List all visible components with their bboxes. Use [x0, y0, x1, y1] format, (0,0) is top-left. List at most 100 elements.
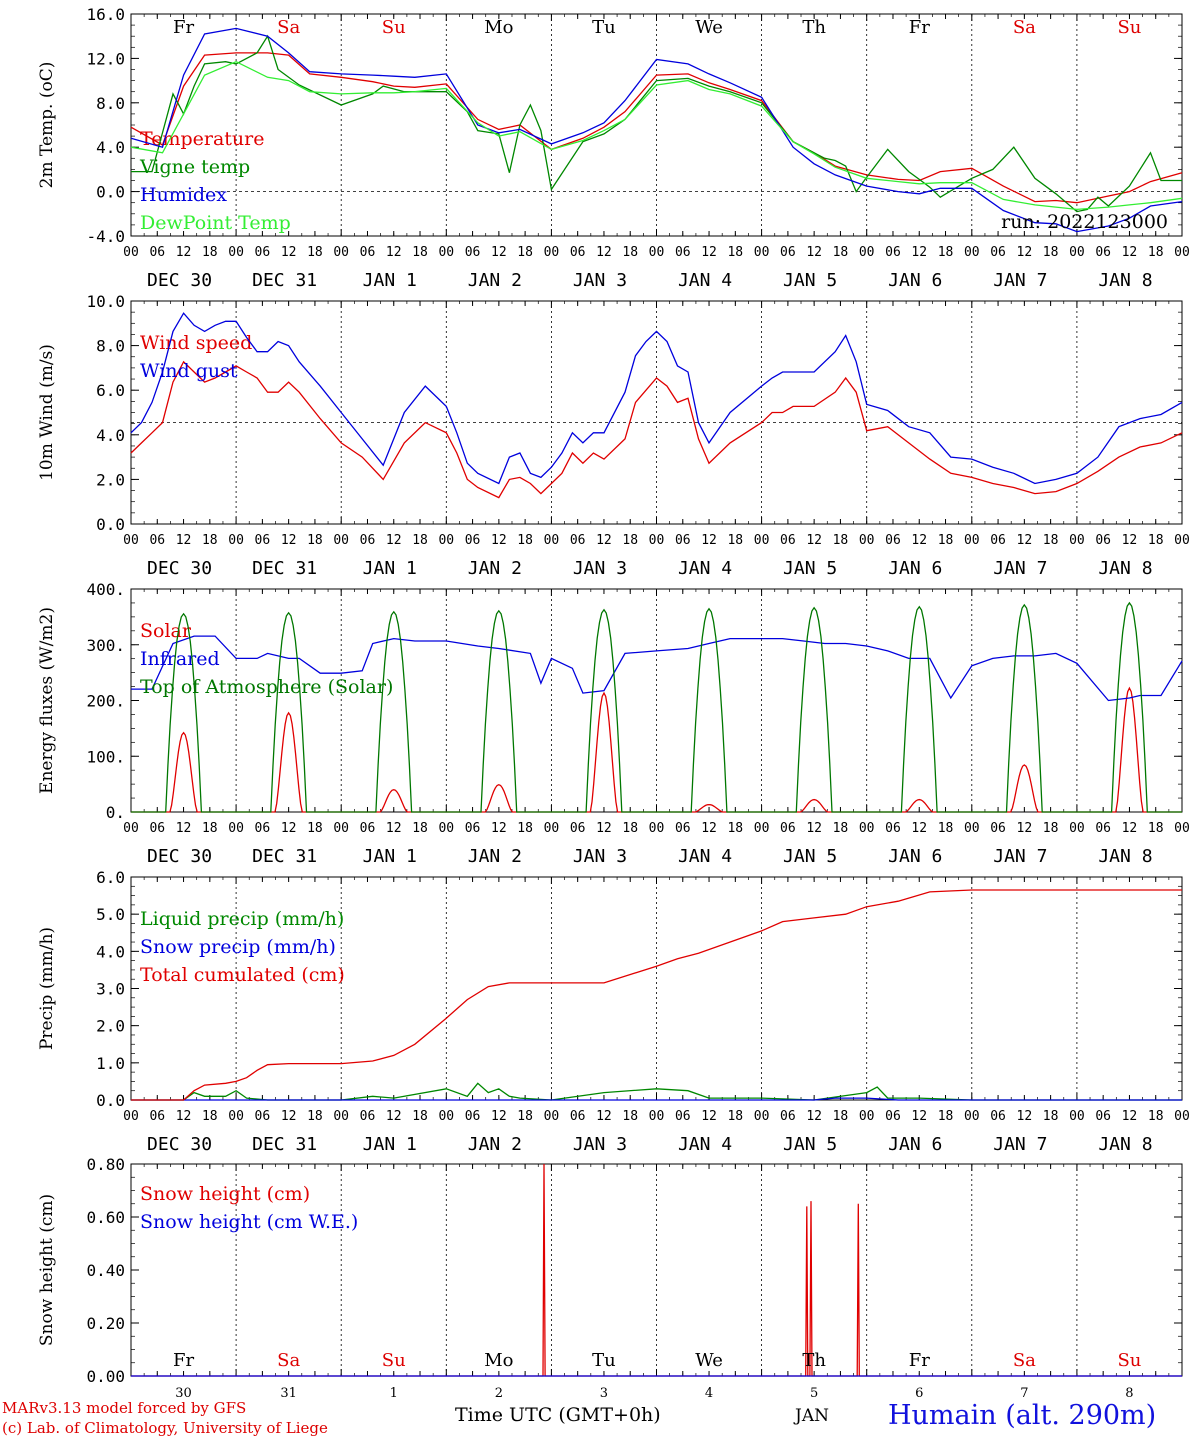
legend-entry: Wind speed — [140, 332, 252, 354]
hour-tick-label: 12 — [491, 821, 507, 836]
y-tick-label: 400. — [86, 580, 125, 599]
hour-tick-label: 00 — [649, 533, 665, 548]
hour-tick-label: 18 — [833, 1109, 849, 1124]
legend-entry: Solar — [140, 620, 192, 642]
run-annotation: run: 2022123000 — [1001, 211, 1168, 233]
hour-tick-label: 18 — [727, 1109, 743, 1124]
weekday-label: Fr — [173, 17, 194, 38]
hour-tick-label: 18 — [517, 533, 533, 548]
hour-tick-label: 00 — [228, 533, 244, 548]
date-label: DEC 30 — [147, 846, 212, 867]
y-axis-title: Precip (mm/h) — [37, 927, 57, 1050]
hour-tick-label: 12 — [1122, 1109, 1138, 1124]
hour-tick-label: 12 — [281, 821, 297, 836]
hour-tick-label: 06 — [149, 533, 165, 548]
hour-tick-label: 18 — [727, 821, 743, 836]
date-label: JAN 6 — [888, 558, 942, 579]
y-tick-label: 0.00 — [86, 1367, 125, 1386]
date-label: JAN 1 — [363, 1134, 417, 1155]
hour-tick-label: 00 — [123, 821, 139, 836]
hour-tick-label: 12 — [596, 821, 612, 836]
weekday-label: Sa — [277, 1350, 300, 1371]
hour-tick-label: 12 — [806, 533, 822, 548]
legend-entry: Liquid precip (mm/h) — [140, 908, 344, 930]
station-label: Humain (alt. 290m) — [888, 1400, 1157, 1431]
day-number-label: 7 — [1020, 1386, 1028, 1401]
legend-entry: Infrared — [140, 648, 220, 670]
hour-tick-label: 06 — [780, 1109, 796, 1124]
hour-tick-label: 00 — [228, 1109, 244, 1124]
legend-entry: Humidex — [140, 184, 227, 206]
panel-3: 400. 300. 200. 100. 0. Energy fluxes (W/m2) So… — [37, 580, 1190, 867]
date-label: JAN 2 — [468, 270, 522, 291]
hour-tick-label: 12 — [701, 533, 717, 548]
date-label: JAN 7 — [993, 270, 1047, 291]
date-label: JAN 6 — [888, 270, 942, 291]
hour-tick-label: 12 — [596, 533, 612, 548]
y-tick-label: 5.0 — [96, 905, 125, 924]
hour-tick-label: 00 — [333, 533, 349, 548]
hour-tick-label: 06 — [360, 245, 376, 260]
series-line-2 — [131, 635, 1183, 702]
hour-tick-label: 12 — [1017, 821, 1033, 836]
panel-2: 10.0 8.0 6.0 4.0 2.0 0.0 10m Wind (m/s) Wind sp… — [37, 292, 1190, 579]
y-tick-label: 0.80 — [86, 1155, 125, 1174]
day-number-label: 1 — [390, 1386, 398, 1401]
hour-tick-label: 12 — [176, 821, 192, 836]
hour-tick-label: 18 — [727, 533, 743, 548]
hour-tick-label: 00 — [859, 533, 875, 548]
weekday-label: Fr — [173, 1350, 194, 1371]
hour-tick-label: 00 — [1174, 821, 1190, 836]
hour-tick-label: 06 — [675, 245, 691, 260]
hour-tick-label: 00 — [1174, 533, 1190, 548]
y-tick-label: 4.0 — [96, 942, 125, 961]
date-label: JAN 8 — [1098, 846, 1152, 867]
day-number-label: 4 — [705, 1386, 713, 1401]
weekday-label: We — [695, 1350, 723, 1371]
hour-tick-label: 00 — [123, 1109, 139, 1124]
time-axis-title: Time UTC (GMT+0h) — [455, 1404, 661, 1426]
legend-entry: Snow height (cm W.E.) — [140, 1211, 358, 1233]
hour-tick-label: 00 — [544, 533, 560, 548]
hour-tick-label: 00 — [964, 821, 980, 836]
y-axis-title: 2m Temp. (oC) — [37, 62, 57, 189]
hour-tick-label: 00 — [544, 245, 560, 260]
series-line-1 — [131, 1082, 1182, 1101]
day-number-label: 8 — [1125, 1386, 1133, 1401]
legend-entry: Top of Atmosphere (Solar) — [140, 676, 393, 698]
y-tick-label: 1.0 — [96, 1054, 125, 1073]
y-axis-title: 10m Wind (m/s) — [37, 344, 57, 481]
hour-tick-label: 00 — [438, 821, 454, 836]
date-label: DEC 30 — [147, 270, 212, 291]
date-label: JAN 8 — [1098, 558, 1152, 579]
series-line-2 — [131, 34, 1182, 213]
y-tick-label: 2.0 — [96, 1017, 125, 1036]
hour-tick-label: 18 — [833, 533, 849, 548]
hour-tick-label: 12 — [701, 821, 717, 836]
date-label: JAN 3 — [573, 1134, 627, 1155]
hour-tick-label: 00 — [333, 821, 349, 836]
hour-tick-label: 00 — [754, 1109, 770, 1124]
hour-tick-label: 06 — [780, 821, 796, 836]
y-tick-label: 6.0 — [96, 868, 125, 887]
hour-tick-label: 00 — [438, 1109, 454, 1124]
hour-tick-label: 12 — [701, 245, 717, 260]
hour-tick-label: 12 — [806, 821, 822, 836]
y-tick-label: 12.0 — [86, 49, 125, 68]
hour-tick-label: 12 — [386, 821, 402, 836]
date-label: DEC 31 — [252, 270, 317, 291]
hour-tick-label: 18 — [938, 533, 954, 548]
y-tick-label: 0.60 — [86, 1208, 125, 1227]
hour-tick-label: 18 — [622, 1109, 638, 1124]
hour-tick-label: 12 — [281, 245, 297, 260]
hour-tick-label: 06 — [149, 1109, 165, 1124]
hour-tick-label: 12 — [386, 1109, 402, 1124]
y-tick-label: 0.0 — [96, 183, 125, 202]
hour-tick-label: 00 — [649, 821, 665, 836]
hour-tick-label: 06 — [990, 245, 1006, 260]
hour-tick-label: 12 — [176, 533, 192, 548]
y-tick-label: 10.0 — [86, 292, 125, 311]
hour-tick-label: 06 — [255, 245, 271, 260]
hour-tick-label: 06 — [255, 1109, 271, 1124]
hour-tick-label: 12 — [281, 533, 297, 548]
